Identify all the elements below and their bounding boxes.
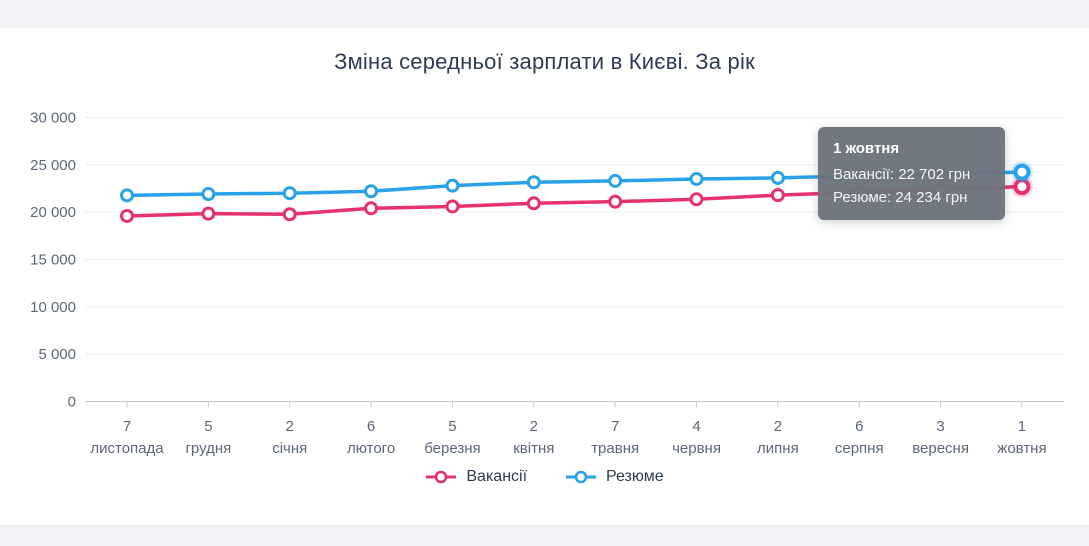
x-axis-label-day: 2 (530, 418, 538, 435)
tooltip-row-vacancies: Вакансії: 22 702 грн (833, 166, 971, 183)
chart-legend: Вакансії Резюме (0, 468, 1089, 486)
data-point[interactable] (526, 196, 541, 211)
chart-card (0, 28, 1089, 525)
y-axis-label: 10 000 (30, 299, 76, 316)
x-axis-label-month: травня (591, 440, 639, 457)
x-axis-label-day: 2 (286, 418, 294, 435)
y-axis-label: 20 000 (30, 204, 76, 221)
x-axis-label-month: лютого (347, 440, 395, 457)
legend-label-resumes: Резюме (606, 468, 664, 485)
x-axis-label-month: січня (272, 440, 307, 457)
x-axis-label-month: червня (672, 440, 721, 457)
legend-item-resumes[interactable]: Резюме (565, 468, 664, 486)
x-axis-label-day: 4 (692, 418, 700, 435)
x-axis-label-month: жовтня (997, 440, 1046, 457)
x-axis-label-day: 3 (936, 418, 944, 435)
legend-marker-vacancies-icon (425, 470, 457, 484)
data-point[interactable] (445, 178, 460, 193)
tooltip-row-resumes: Резюме: 24 234 грн (833, 189, 968, 206)
y-axis-label: 30 000 (30, 110, 76, 127)
data-point[interactable] (445, 199, 460, 214)
x-axis-label-month: березня (424, 440, 480, 457)
chart-title: Зміна середньої зарплати в Києві. За рік (334, 49, 755, 74)
data-point[interactable] (526, 175, 541, 190)
x-axis-label-month: вересня (912, 440, 969, 457)
data-point[interactable] (282, 207, 297, 222)
data-point-active[interactable] (1013, 163, 1031, 181)
data-point[interactable] (120, 208, 134, 223)
legend-item-vacancies[interactable]: Вакансії (425, 468, 527, 486)
legend-label-vacancies: Вакансії (466, 468, 528, 485)
y-axis-label: 5 000 (38, 346, 76, 363)
legend-marker-resumes-icon (565, 470, 597, 484)
x-axis-label-month: листопада (90, 440, 164, 457)
data-point[interactable] (282, 186, 297, 201)
x-axis-label-month: грудня (185, 440, 231, 457)
data-point[interactable] (364, 184, 379, 199)
x-axis-label-day: 7 (123, 418, 131, 435)
chart-tooltip: 1 жовтня Вакансії: 22 702 грн Резюме: 24… (818, 127, 1005, 220)
x-axis-label-day: 2 (774, 418, 782, 435)
data-point[interactable] (364, 201, 379, 216)
data-point[interactable] (770, 170, 785, 185)
tooltip-title: 1 жовтня (833, 140, 900, 157)
data-point[interactable] (689, 171, 704, 186)
x-axis-label-day: 6 (855, 418, 863, 435)
data-point[interactable] (120, 188, 134, 203)
x-axis-label-day: 7 (611, 418, 619, 435)
x-axis-label-day: 1 (1018, 418, 1026, 435)
data-point[interactable] (608, 173, 623, 188)
x-axis-label-month: квітня (513, 440, 554, 457)
data-point[interactable] (201, 206, 216, 221)
x-axis-label-month: липня (757, 440, 799, 457)
x-axis-label-month: серпня (835, 440, 884, 457)
data-point[interactable] (201, 186, 216, 201)
y-axis-label: 0 (68, 394, 76, 411)
x-axis-label-day: 5 (204, 418, 212, 435)
data-point[interactable] (689, 192, 704, 207)
x-axis-label-day: 6 (367, 418, 375, 435)
x-axis-label-day: 5 (448, 418, 456, 435)
data-point[interactable] (608, 194, 623, 209)
y-axis-label: 25 000 (30, 157, 76, 174)
y-axis-label: 15 000 (30, 252, 76, 269)
data-point[interactable] (770, 188, 785, 203)
